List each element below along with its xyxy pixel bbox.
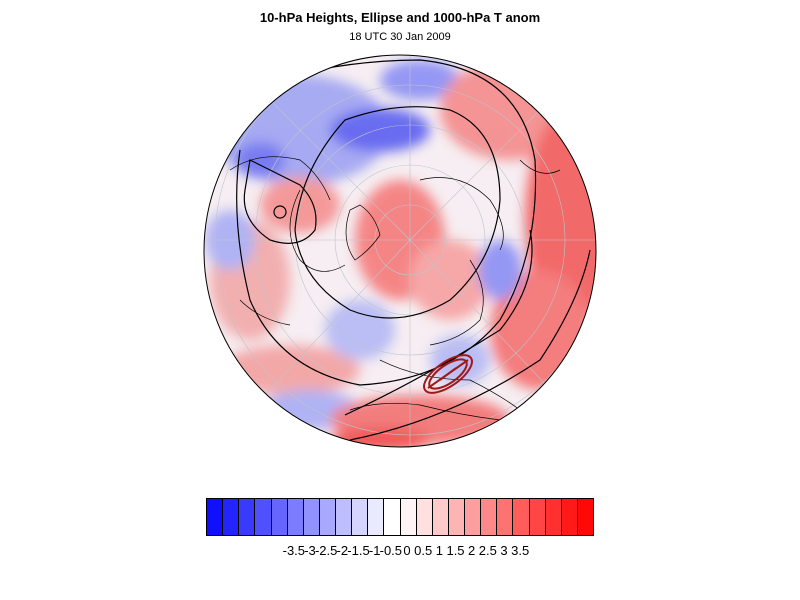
colorbar-swatch — [448, 499, 465, 535]
colorbar-swatch — [577, 499, 593, 535]
colorbar-swatch — [561, 499, 578, 535]
colorbar-tick-label: -1 — [368, 543, 381, 558]
globe-outline — [203, 54, 597, 448]
colorbar-swatch — [271, 499, 288, 535]
colorbar-swatch — [303, 499, 320, 535]
colorbar-swatch — [465, 499, 482, 535]
colorbar — [206, 498, 594, 536]
colorbar-swatch — [352, 499, 369, 535]
colorbar-swatch — [481, 499, 498, 535]
colorbar-swatch — [497, 499, 514, 535]
colorbar-swatch — [255, 499, 272, 535]
colorbar-tick-label: -3 — [304, 543, 316, 558]
vortex-ellipse — [423, 354, 473, 394]
map-subtitle: 18 UTC 30 Jan 2009 — [349, 31, 451, 43]
colorbar-tick-label: 1 — [435, 543, 443, 558]
height-contours — [236, 59, 591, 441]
colorbar-swatch — [529, 499, 546, 535]
coastlines — [229, 156, 561, 421]
colorbar-swatch — [416, 499, 433, 535]
colorbar-swatch — [207, 499, 224, 535]
colorbar-tick-label: 3.5 — [511, 543, 530, 558]
colorbar-swatch — [223, 499, 240, 535]
colorbar-swatch — [319, 499, 336, 535]
colorbar-tick-label: -2 — [336, 543, 349, 558]
colorbar-swatch — [384, 499, 401, 535]
colorbar-tick-label: 2 — [468, 543, 476, 558]
temperature-anomaly-field — [204, 55, 596, 447]
colorbar-tick-label: 0.5 — [414, 543, 433, 558]
colorbar-swatch — [239, 499, 256, 535]
graticule — [204, 55, 596, 447]
colorbar-swatch — [287, 499, 304, 535]
map-title: 10-hPa Heights, Ellipse and 1000-hPa T a… — [259, 10, 541, 25]
colorbar-tick-label: 1.5 — [446, 543, 465, 558]
colorbar-swatch — [432, 499, 449, 535]
colorbar-swatch — [513, 499, 530, 535]
colorbar-tick-label: -2.5 — [314, 543, 338, 558]
colorbar-swatch — [545, 499, 562, 535]
colorbar-tick-label: -0.5 — [379, 543, 403, 558]
colorbar-swatch — [400, 499, 417, 535]
colorbar-labels: -3.5 -3 -2.5 -2 -1.5 -1 -0.5 0 0.5 1 1.5 2 2.5 3 3.5 — [0, 543, 800, 563]
colorbar-tick-label: 0 — [403, 543, 411, 558]
colorbar-swatch — [336, 499, 353, 535]
colorbar-swatch — [368, 499, 385, 535]
colorbar-tick-label: -3.5 — [282, 543, 306, 558]
colorbar-tick-label: 3 — [500, 543, 508, 558]
colorbar-tick-label: 2.5 — [478, 543, 497, 558]
colorbar-tick-label: -1.5 — [347, 543, 370, 558]
